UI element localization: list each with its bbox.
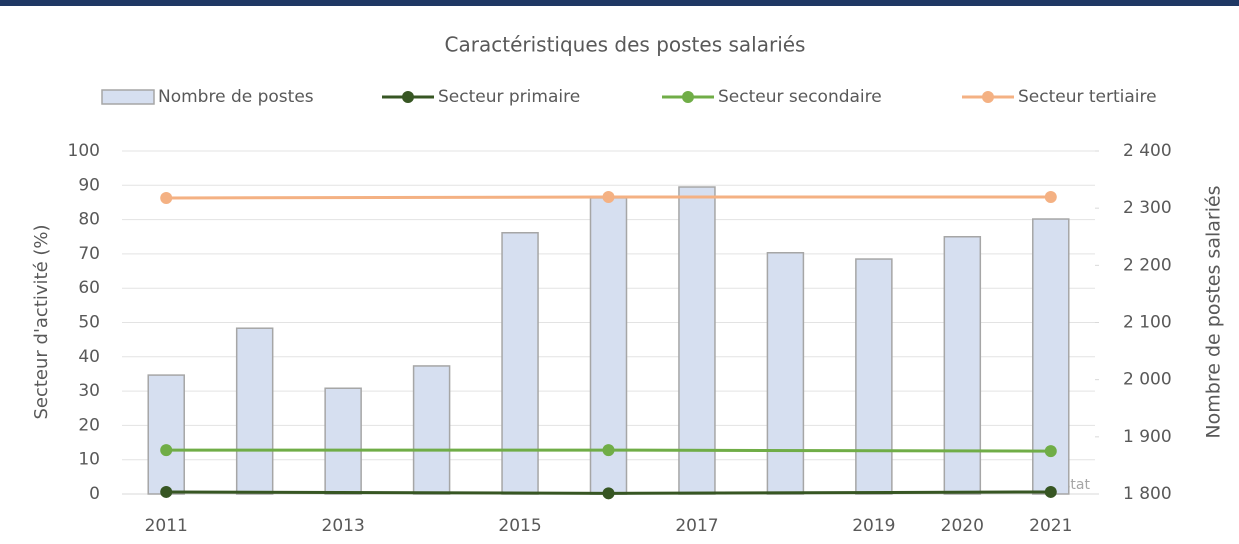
marker: [602, 444, 615, 457]
x-tick-label: 2019: [852, 516, 895, 536]
y-tick-label: 0: [89, 484, 100, 504]
bar: [766, 252, 805, 495]
bar: [147, 374, 185, 495]
y-tick-label: 100: [68, 141, 100, 161]
legend-marker: [682, 91, 694, 103]
y2-tick-label: 1 900: [1123, 427, 1172, 447]
marker: [602, 190, 615, 203]
marker: [160, 191, 173, 204]
y2-tick-label: 2 200: [1123, 255, 1172, 275]
x-tick-label: 2017: [675, 516, 718, 536]
legend-marker: [982, 91, 994, 103]
y-tick-label: 20: [78, 415, 100, 435]
marker: [160, 444, 173, 457]
x-tick-label: 2015: [498, 516, 541, 536]
y2-tick-label: 1 800: [1123, 484, 1172, 504]
y2-tick-label: 2 400: [1123, 141, 1172, 161]
y-tick-label: 40: [78, 347, 100, 367]
y-tick-label: 70: [78, 244, 100, 264]
legend-label: Secteur primaire: [438, 87, 580, 107]
marker: [160, 485, 173, 498]
bar: [678, 186, 716, 495]
y2-tick-label: 2 100: [1123, 313, 1172, 333]
x-tick-label: 2021: [1029, 516, 1072, 536]
y2-tick-label: 2 300: [1123, 198, 1172, 218]
legend-swatch: [101, 89, 155, 105]
top-border: [0, 0, 1239, 6]
x-tick-label: 2020: [941, 516, 984, 536]
y-tick-label: 80: [78, 210, 100, 230]
bar: [855, 258, 893, 495]
legend-label: Secteur tertiaire: [1018, 87, 1157, 107]
y-tick-label: 50: [78, 313, 100, 333]
legend-label: Secteur secondaire: [718, 87, 882, 107]
y2-tick-label: 2 000: [1123, 370, 1172, 390]
bar: [501, 231, 539, 495]
y-tick-label: 30: [78, 381, 100, 401]
y-tick-label: 60: [78, 278, 100, 298]
x-tick-label: 2013: [322, 516, 365, 536]
bar: [235, 327, 274, 495]
marker: [1044, 190, 1057, 203]
marker: [602, 487, 615, 500]
y-tick-label: 10: [78, 450, 100, 470]
bar: [412, 365, 451, 495]
bar: [943, 236, 982, 495]
y-axis-title: Secteur d'activité (%): [31, 224, 52, 419]
marker: [1044, 485, 1057, 498]
y-tick-label: 90: [78, 175, 100, 195]
chart-title: Caractéristiques des postes salariés: [445, 33, 806, 57]
bar: [324, 387, 362, 495]
marker: [1044, 445, 1057, 458]
legend-label: Nombre de postes: [158, 87, 314, 107]
legend-marker: [402, 91, 414, 103]
y2-axis-title: Nombre de postes salariés: [1203, 185, 1225, 438]
x-tick-label: 2011: [145, 516, 188, 536]
